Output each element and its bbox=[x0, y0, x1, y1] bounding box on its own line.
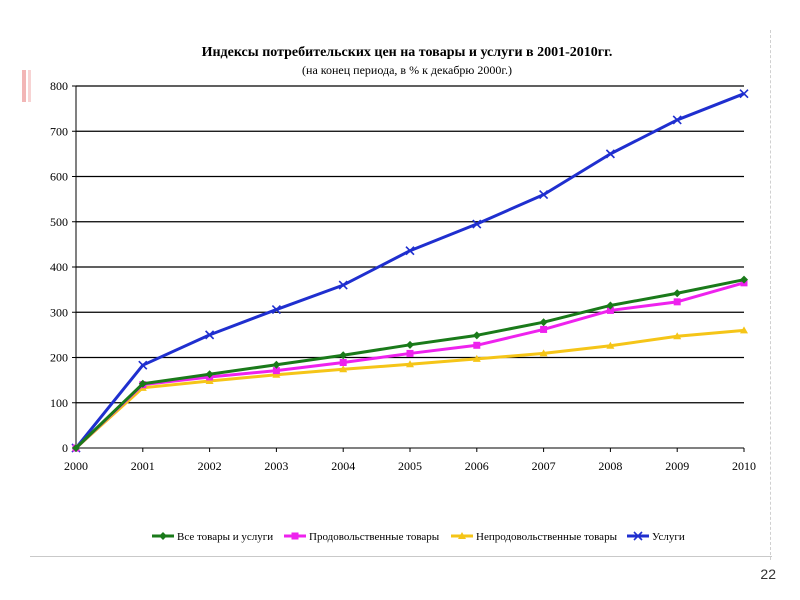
y-tick-label: 700 bbox=[50, 124, 68, 138]
plot-area bbox=[71, 89, 749, 453]
left-accent-bar-light bbox=[28, 70, 31, 102]
y-tick-label: 0 bbox=[62, 441, 68, 455]
data-point bbox=[339, 365, 348, 373]
data-point bbox=[740, 275, 748, 284]
data-point bbox=[339, 358, 347, 366]
x-tick-label: 2008 bbox=[598, 459, 622, 473]
data-point bbox=[472, 354, 481, 362]
x-marker-stroke bbox=[405, 246, 415, 256]
data-point bbox=[405, 246, 415, 256]
data-point bbox=[540, 325, 548, 333]
x-marker-stroke bbox=[338, 280, 348, 290]
legend-label: Услуги bbox=[652, 531, 685, 543]
data-point bbox=[739, 89, 749, 99]
series-line bbox=[74, 92, 745, 449]
data-point bbox=[339, 351, 348, 360]
x-marker-stroke bbox=[672, 115, 682, 125]
data-point bbox=[673, 332, 682, 340]
x-marker-stroke bbox=[205, 330, 215, 340]
data-point bbox=[72, 444, 80, 452]
x-tick-label: 2004 bbox=[331, 459, 355, 473]
data-point bbox=[539, 318, 548, 327]
data-point bbox=[271, 304, 281, 315]
x-marker-stroke bbox=[633, 531, 643, 541]
data-point bbox=[205, 330, 215, 340]
y-tick-label: 100 bbox=[50, 396, 68, 410]
y-tick-label: 300 bbox=[50, 305, 68, 319]
x-marker-stroke bbox=[539, 190, 549, 200]
line-chart: Индексы потребительских цен на товары и … bbox=[50, 45, 756, 543]
x-tick-label: 2000 bbox=[64, 459, 88, 473]
data-point bbox=[205, 377, 214, 385]
legend-entry: Все товары и услуги bbox=[152, 531, 273, 543]
footer-divider bbox=[30, 556, 772, 557]
data-point bbox=[606, 301, 615, 310]
legend-marker bbox=[159, 532, 167, 540]
data-point bbox=[338, 280, 348, 290]
x-marker-stroke bbox=[138, 360, 148, 370]
data-point bbox=[740, 326, 748, 334]
x-marker-stroke bbox=[739, 89, 749, 99]
data-point bbox=[606, 306, 614, 314]
data-point bbox=[272, 360, 281, 369]
legend-entry: Услуги bbox=[627, 531, 685, 543]
data-point bbox=[205, 370, 214, 379]
data-point bbox=[473, 341, 481, 349]
legend: Все товары и услуги Продовольственные тов… bbox=[152, 531, 685, 543]
x-tick-label: 2002 bbox=[198, 459, 222, 473]
data-point bbox=[472, 331, 481, 340]
page-number: 22 bbox=[760, 566, 776, 582]
data-point bbox=[406, 340, 414, 349]
data-point bbox=[138, 379, 147, 388]
x-tick-label: 2005 bbox=[398, 459, 422, 473]
data-point bbox=[406, 349, 414, 357]
data-point bbox=[605, 149, 615, 159]
data-point bbox=[672, 115, 682, 125]
chart-title: Индексы потребительских цен на товары и … bbox=[202, 45, 613, 60]
y-tick-label: 800 bbox=[50, 79, 68, 93]
legend-label: Все товары и услуги bbox=[177, 531, 273, 543]
legend-marker bbox=[633, 531, 643, 541]
axes bbox=[72, 85, 745, 452]
legend-label: Продовольственные товары bbox=[309, 531, 440, 543]
legend-marker bbox=[458, 532, 466, 539]
series-diamond bbox=[72, 275, 748, 452]
legend-entry: Продовольственные товары bbox=[284, 531, 440, 543]
right-guide-line bbox=[770, 30, 772, 560]
x-tick-label: 2007 bbox=[532, 459, 556, 473]
y-tick-label: 400 bbox=[50, 260, 68, 274]
x-marker-stroke bbox=[271, 304, 281, 315]
data-point bbox=[138, 360, 148, 370]
chart-subtitle: (на конец периода, в % к декабрю 2000г.) bbox=[302, 63, 512, 77]
x-marker-stroke bbox=[472, 219, 482, 229]
x-marker-stroke bbox=[605, 149, 615, 159]
left-accent-bar bbox=[22, 70, 26, 102]
legend-entry: Непродовольственные товары bbox=[451, 531, 618, 543]
x-tick-label: 2006 bbox=[465, 459, 489, 473]
series-triangle bbox=[72, 326, 748, 451]
y-tick-label: 200 bbox=[50, 351, 68, 365]
data-point bbox=[539, 190, 549, 200]
y-tick-labels: 0 100 200 300 400 500 600 700 800 bbox=[50, 79, 68, 455]
data-point bbox=[606, 341, 615, 349]
y-tick-label: 600 bbox=[50, 170, 68, 184]
series-x bbox=[71, 89, 749, 453]
data-point bbox=[472, 219, 482, 229]
data-point bbox=[539, 349, 548, 357]
data-point bbox=[673, 289, 682, 298]
data-point bbox=[272, 367, 280, 375]
x-tick-labels: 2000 2001 2002 2003 2004 2005 2006 2007 2008 2009… bbox=[64, 459, 756, 473]
grid-lines bbox=[76, 85, 744, 404]
y-tick-label: 500 bbox=[50, 215, 68, 229]
x-tick-label: 2001 bbox=[131, 459, 155, 473]
legend-label: Непродовольственные товары bbox=[476, 531, 618, 543]
x-tick-label: 2010 bbox=[732, 459, 756, 473]
data-point bbox=[406, 360, 414, 368]
data-point bbox=[673, 298, 681, 306]
legend-marker bbox=[291, 532, 299, 540]
x-tick-label: 2003 bbox=[264, 459, 288, 473]
x-tick-label: 2009 bbox=[665, 459, 689, 473]
data-point bbox=[272, 370, 281, 378]
